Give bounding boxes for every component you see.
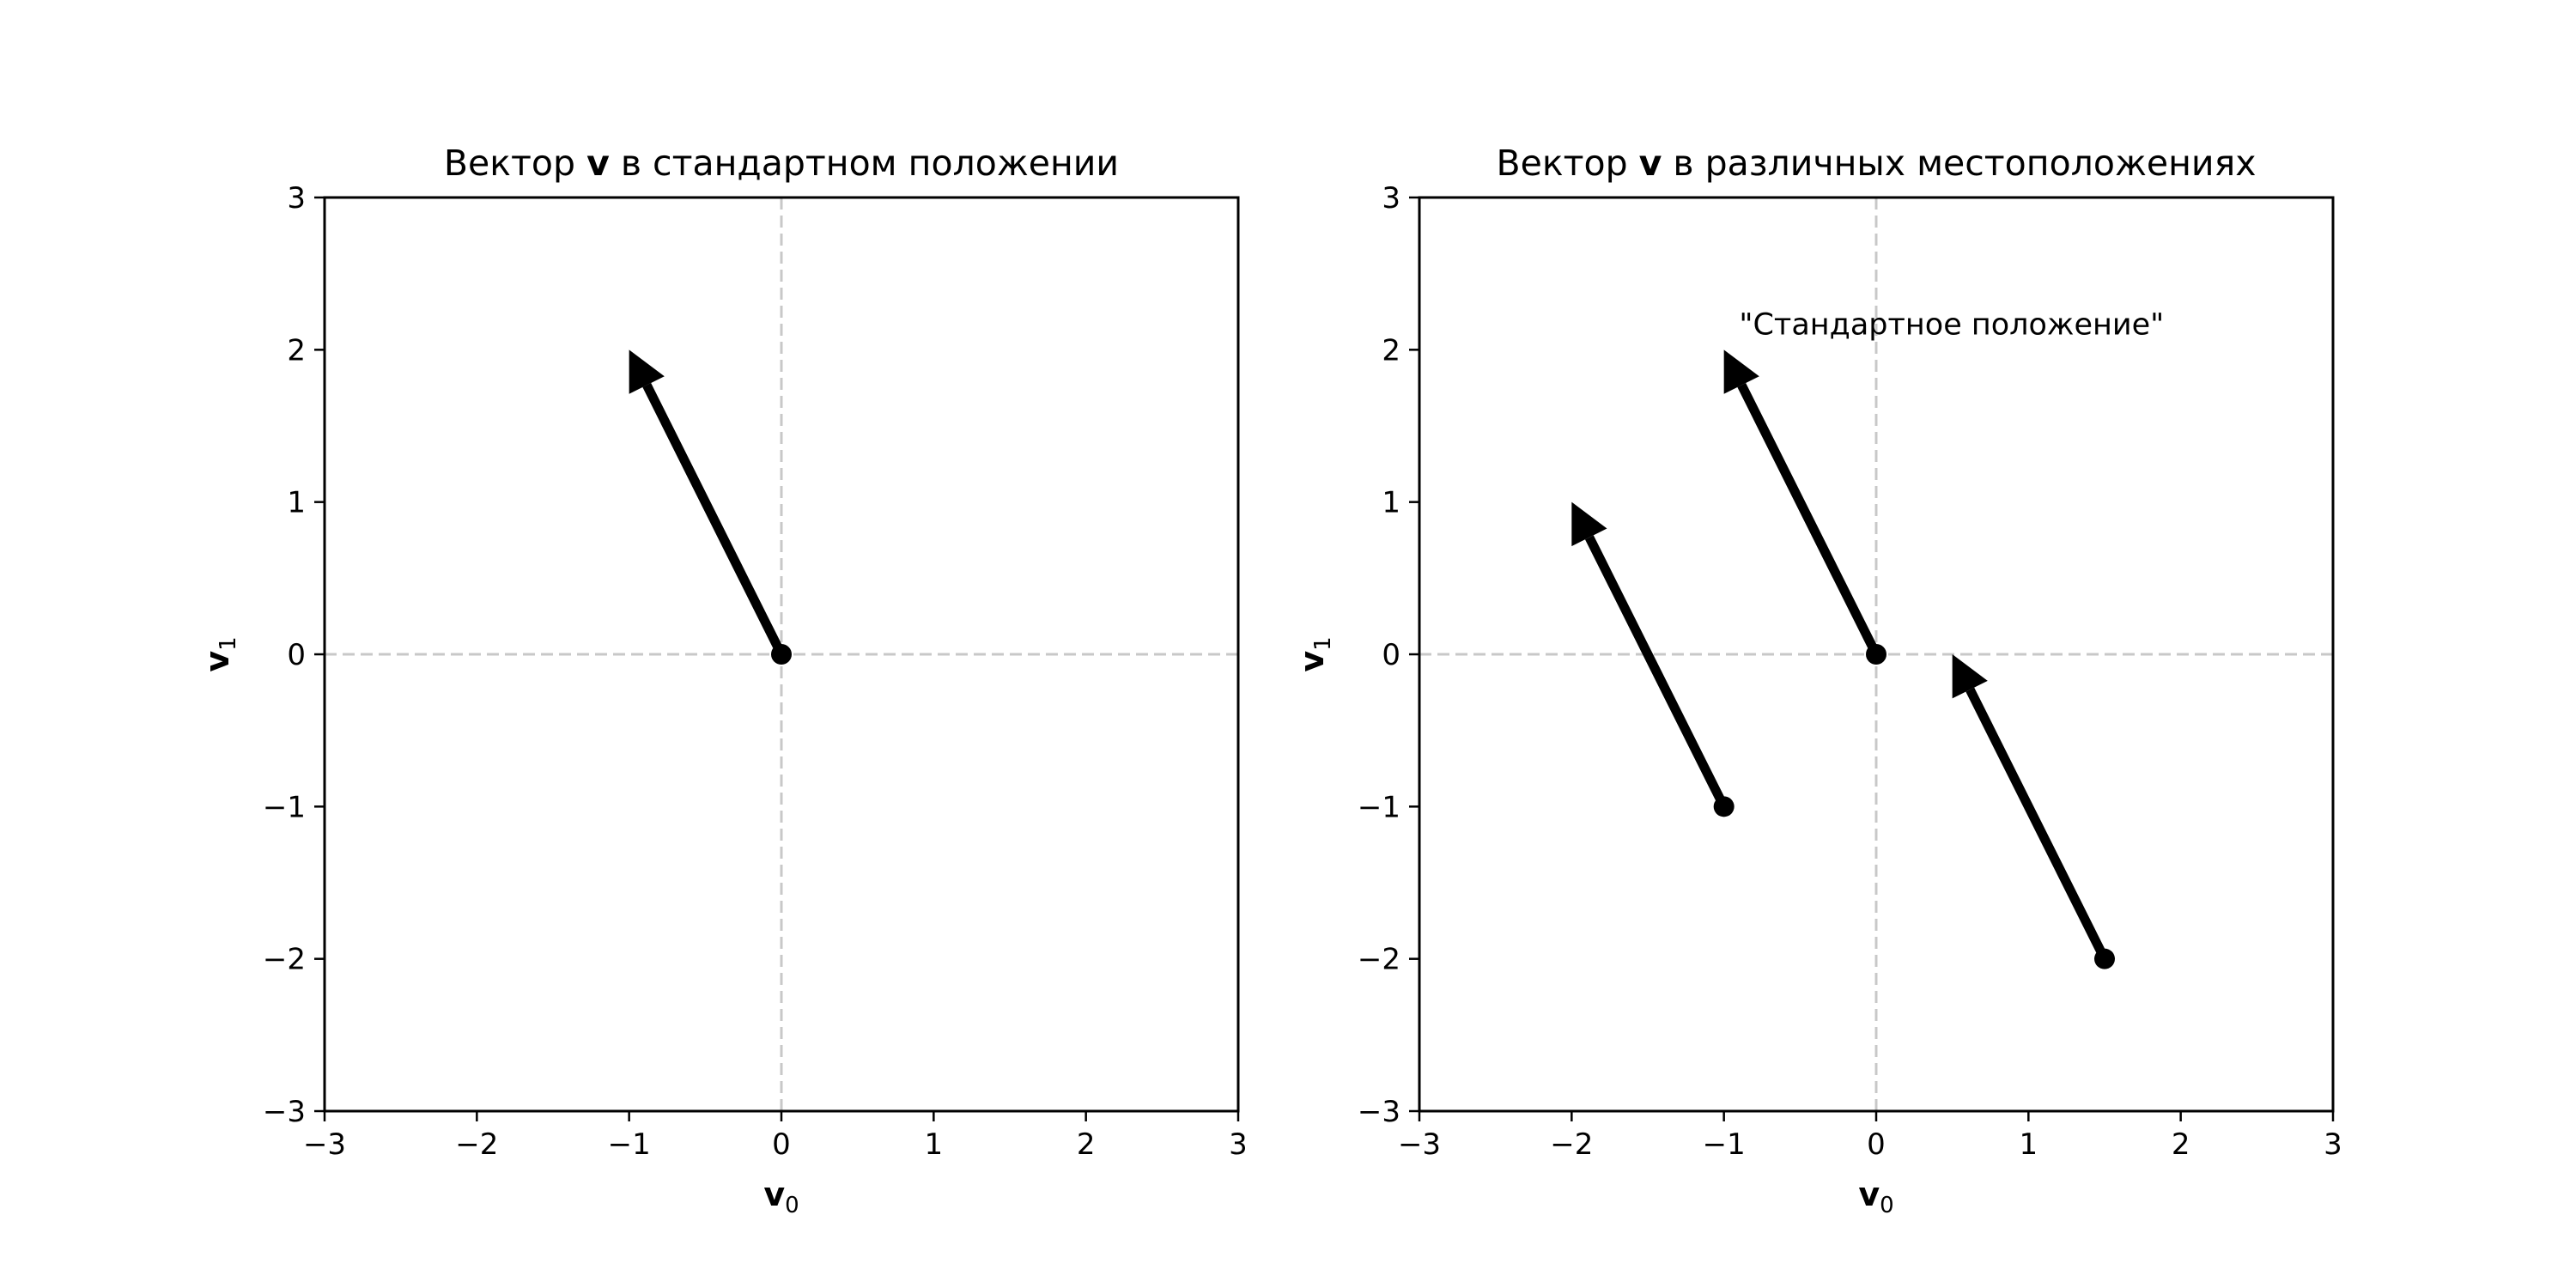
vector-shaft xyxy=(1965,687,2109,962)
x-tick-label: 2 xyxy=(2172,1127,2190,1162)
x-tick-label: −3 xyxy=(1398,1127,1441,1162)
y-tick-label: 0 xyxy=(1382,638,1400,672)
vector-3 xyxy=(1952,654,2115,969)
vector-arrowhead xyxy=(1571,501,1607,547)
vector-1 xyxy=(1571,501,1735,817)
x-tick-label: −1 xyxy=(608,1127,651,1162)
x-tick-label: 1 xyxy=(925,1127,944,1162)
y-tick-label: 0 xyxy=(287,638,306,672)
vector-start-point xyxy=(1713,796,1735,817)
x-tick-label: 3 xyxy=(2324,1127,2342,1162)
x-tick-label: 0 xyxy=(1867,1127,1886,1162)
vector-start-point xyxy=(771,644,792,665)
y-tick-label: −2 xyxy=(1358,943,1400,977)
y-axis-label: v1 xyxy=(198,636,241,671)
x-tick-label: −3 xyxy=(303,1127,346,1162)
x-tick-label: 1 xyxy=(2020,1127,2038,1162)
y-tick-label: 3 xyxy=(287,181,306,216)
annotation: "Стандартное положение" xyxy=(1739,308,2164,343)
chart-title: Вектор v в стандартном положении xyxy=(444,143,1119,184)
x-axis-label: v0 xyxy=(1858,1176,1893,1218)
panel-2: −3 −2 −1 0 1 2 3 −3 −2 −1 0 1 2 3 Вектор v в различных… xyxy=(1293,143,2342,1218)
panel-1: −3 −2 −1 0 1 2 3 −3 −2 −1 0 1 2 3 Вектор v в стандартн… xyxy=(198,143,1248,1218)
y-tick-label: 1 xyxy=(1382,486,1400,520)
x-tick-label: 3 xyxy=(1229,1127,1248,1162)
y-tick-label: 2 xyxy=(1382,333,1400,368)
x-tick-label: −1 xyxy=(1703,1127,1746,1162)
vector-arrowhead xyxy=(629,349,665,394)
y-tick-label: −2 xyxy=(263,943,306,977)
vector-arrowhead xyxy=(1952,654,1988,699)
y-tick-label: −1 xyxy=(1358,790,1400,824)
vector-start-point xyxy=(2094,948,2115,969)
vector-shaft xyxy=(1584,535,1728,809)
y-axis-label: v1 xyxy=(1293,636,1336,671)
y-tick-label: 3 xyxy=(1382,181,1400,216)
x-tick-label: −2 xyxy=(1550,1127,1593,1162)
y-tick-label: 1 xyxy=(287,486,306,520)
vector-2 xyxy=(1723,349,1886,665)
vector-arrowhead xyxy=(1723,349,1759,394)
y-tick-label: −1 xyxy=(263,790,306,824)
vector-start-point xyxy=(1866,644,1886,665)
x-tick-label: −2 xyxy=(455,1127,498,1162)
y-tick-label: −3 xyxy=(1358,1095,1400,1129)
x-axis-label: v0 xyxy=(763,1176,799,1218)
y-tick-label: −3 xyxy=(263,1095,306,1129)
chart-title: Вектор v в различных местоположениях xyxy=(1496,143,2256,184)
x-tick-label: 0 xyxy=(772,1127,791,1162)
x-tick-label: 2 xyxy=(1077,1127,1096,1162)
vector-shaft xyxy=(642,383,786,657)
vector-shaft xyxy=(1737,383,1880,657)
y-tick-label: 2 xyxy=(287,333,306,368)
vector-1 xyxy=(629,349,792,665)
